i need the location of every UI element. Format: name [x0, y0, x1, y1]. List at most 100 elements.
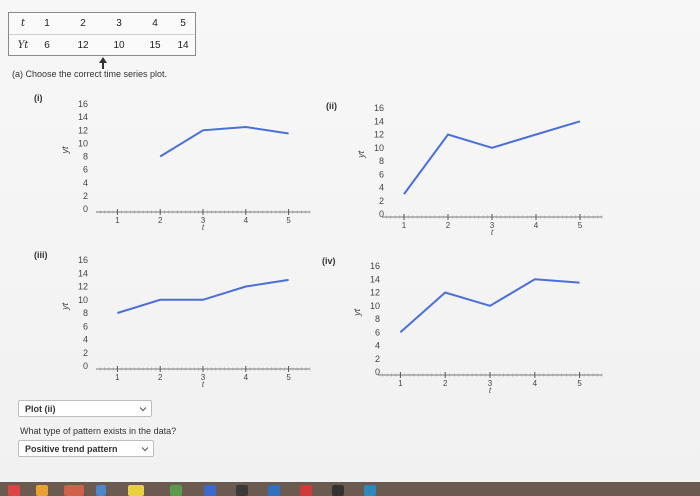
- y-tick-label: 6: [375, 327, 380, 337]
- y-axis-label: yt: [60, 302, 70, 311]
- table-cell: 12: [77, 40, 89, 51]
- y-tick-label: 2: [379, 196, 384, 206]
- table-cell: 10: [113, 40, 125, 51]
- x-tick-label: 1: [398, 379, 403, 388]
- series-line: [403, 120, 581, 195]
- y-tick-label: 2: [375, 354, 380, 364]
- question-a: (a) Choose the correct time series plot.: [12, 69, 168, 79]
- y-tick-label: 10: [78, 138, 88, 148]
- table-cell: 2: [80, 18, 86, 29]
- app-icon[interactable]: [128, 485, 144, 496]
- x-tick-label: 1: [115, 216, 120, 225]
- x-tick-label: 4: [533, 379, 538, 388]
- app-icon[interactable]: [64, 485, 84, 496]
- x-tick-label: 4: [244, 373, 249, 382]
- pattern-answer-value: Positive trend pattern: [25, 444, 118, 454]
- x-tick-label: 5: [577, 379, 582, 388]
- y-tick-label: 10: [374, 143, 384, 153]
- y-tick-label: 6: [379, 169, 384, 179]
- app-icon[interactable]: [364, 485, 376, 496]
- x-axis-label: t: [202, 223, 205, 232]
- y-tick-label: 4: [375, 341, 380, 351]
- x-tick-label: 3: [490, 221, 495, 230]
- y-tick-label: 14: [78, 268, 88, 278]
- y-tick-label: 0: [83, 204, 88, 214]
- x-tick-label: 1: [115, 373, 120, 382]
- x-tick-label: 1: [402, 221, 407, 230]
- y-tick-label: 8: [379, 156, 384, 166]
- plot-label-i[interactable]: (i): [34, 93, 43, 103]
- y-tick-label: 16: [78, 99, 88, 109]
- table-cell: 15: [149, 40, 161, 51]
- x-tick-label: 2: [158, 373, 163, 382]
- y-tick-label: 4: [83, 178, 88, 188]
- y-tick-label: 12: [374, 130, 384, 140]
- x-tick-label: 2: [443, 379, 448, 388]
- y-tick-label: 12: [370, 288, 380, 298]
- table-header-y: Yt: [17, 40, 29, 51]
- table-header-t: t: [20, 18, 26, 29]
- y-tick-label: 16: [78, 255, 88, 265]
- table-cell: 1: [44, 18, 50, 29]
- table-cell: 3: [116, 18, 122, 29]
- plot-label-iv[interactable]: (iv): [322, 256, 336, 266]
- y-tick-label: 0: [83, 361, 88, 371]
- y-axis-label: yt: [352, 308, 362, 317]
- y-tick-label: 4: [83, 335, 88, 345]
- chevron-down-icon: [140, 407, 146, 412]
- x-tick-label: 3: [201, 373, 206, 382]
- plot-answer-value: Plot (ii): [25, 404, 56, 414]
- app-icon[interactable]: [170, 485, 182, 496]
- y-tick-label: 14: [370, 274, 380, 284]
- app-icon[interactable]: [300, 485, 312, 496]
- y-tick-label: 6: [83, 165, 88, 175]
- table-cell: 6: [44, 40, 50, 51]
- app-icon[interactable]: [8, 485, 20, 496]
- x-axis-label: t: [202, 380, 205, 389]
- app-icon[interactable]: [236, 485, 248, 496]
- chevron-down-icon: [142, 447, 148, 452]
- y-tick-label: 2: [83, 348, 88, 358]
- x-tick-label: 5: [286, 373, 291, 382]
- table-row-y: Yt 6 12 10 15 14: [9, 35, 195, 57]
- table-cell: 14: [177, 40, 189, 51]
- y-axis-label: yt: [60, 146, 70, 155]
- y-tick-label: 14: [374, 116, 384, 126]
- y-tick-label: 8: [83, 152, 88, 162]
- table-row-t: t 1 2 3 4 5: [9, 13, 195, 35]
- app-icon[interactable]: [36, 485, 48, 496]
- y-tick-label: 8: [83, 308, 88, 318]
- app-icon[interactable]: [332, 485, 344, 496]
- table-cell: 5: [180, 18, 186, 29]
- y-tick-label: 0: [379, 209, 384, 219]
- pattern-answer-select[interactable]: Positive trend pattern: [18, 440, 154, 457]
- app-icon[interactable]: [96, 485, 106, 496]
- y-tick-label: 16: [370, 261, 380, 271]
- x-axis-label: t: [491, 228, 494, 237]
- series-line: [399, 278, 580, 334]
- plot-label-ii[interactable]: (ii): [326, 101, 337, 111]
- y-tick-label: 10: [370, 301, 380, 311]
- series-line: [159, 125, 289, 158]
- x-axis-label: t: [489, 386, 492, 395]
- y-tick-label: 6: [83, 321, 88, 331]
- y-tick-label: 10: [78, 295, 88, 305]
- plot-label-iii[interactable]: (iii): [34, 250, 48, 260]
- table-cell: 4: [152, 18, 158, 29]
- app-icon[interactable]: [204, 485, 216, 496]
- y-tick-label: 12: [78, 125, 88, 135]
- x-tick-label: 3: [488, 379, 493, 388]
- data-table: t 1 2 3 4 5 Yt 6 12 10 15 14: [8, 12, 196, 56]
- y-tick-label: 16: [374, 103, 384, 113]
- question-b: What type of pattern exists in the data?: [20, 426, 177, 436]
- app-icon[interactable]: [268, 485, 280, 496]
- x-tick-label: 4: [534, 221, 539, 230]
- y-tick-label: 14: [78, 112, 88, 122]
- plot-answer-select[interactable]: Plot (ii): [18, 400, 152, 417]
- mouse-cursor-icon: [99, 57, 107, 69]
- y-axis-label: yt: [356, 150, 366, 159]
